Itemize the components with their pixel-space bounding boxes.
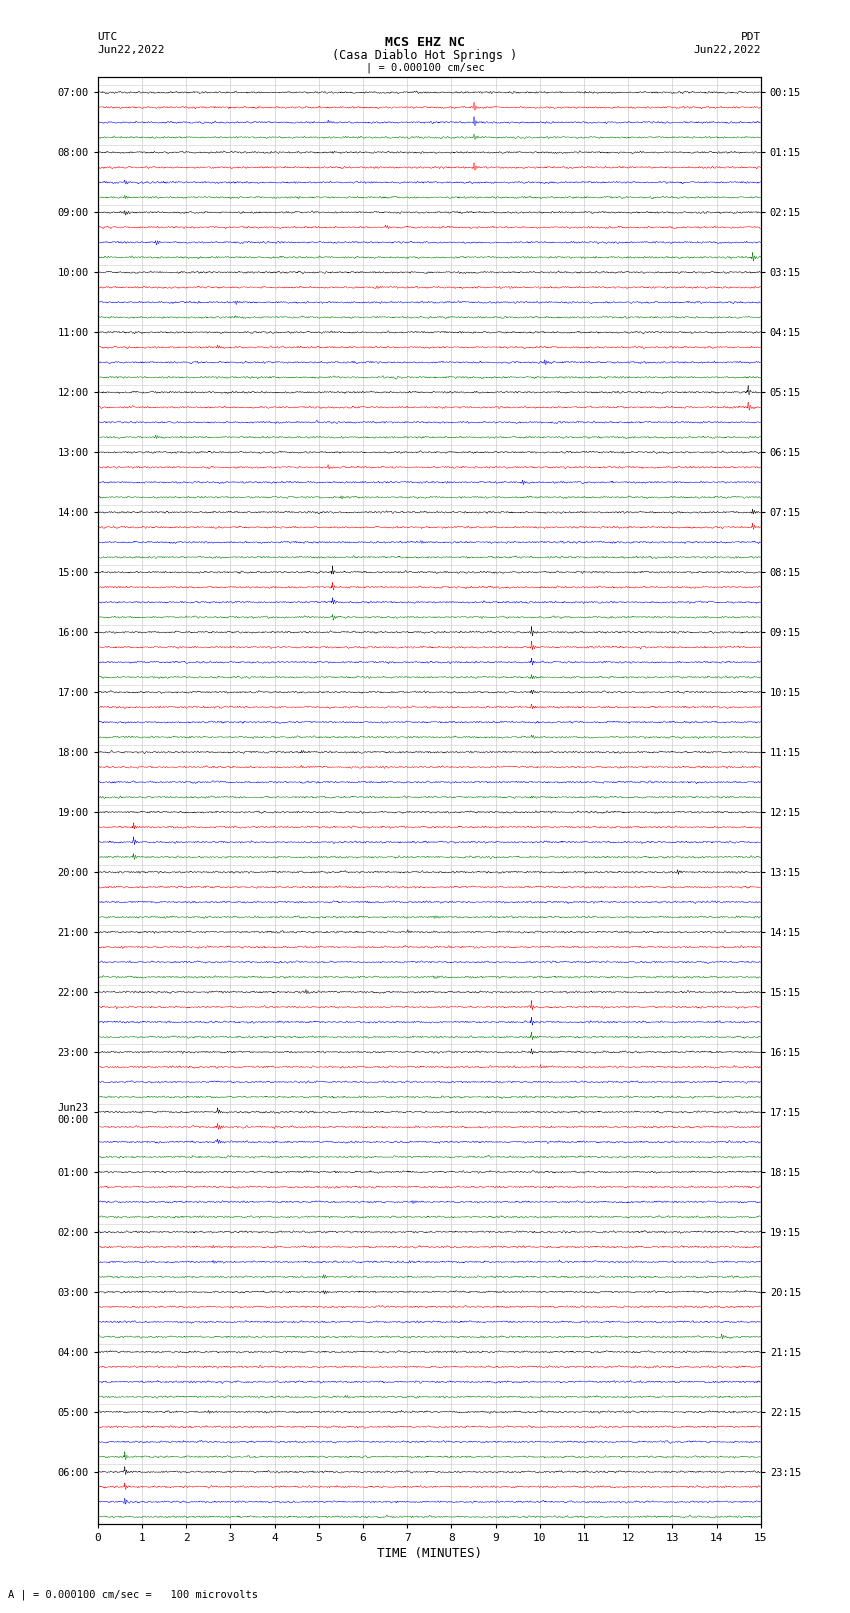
Text: | = 0.000100 cm/sec: | = 0.000100 cm/sec — [366, 63, 484, 73]
Text: MCS EHZ NC: MCS EHZ NC — [385, 37, 465, 50]
Text: UTC: UTC — [98, 32, 118, 42]
Text: Jun22,2022: Jun22,2022 — [98, 45, 165, 55]
Text: PDT: PDT — [740, 32, 761, 42]
Text: A | = 0.000100 cm/sec =   100 microvolts: A | = 0.000100 cm/sec = 100 microvolts — [8, 1589, 258, 1600]
Text: (Casa Diablo Hot Springs ): (Casa Diablo Hot Springs ) — [332, 50, 518, 63]
Text: Jun22,2022: Jun22,2022 — [694, 45, 761, 55]
X-axis label: TIME (MINUTES): TIME (MINUTES) — [377, 1547, 482, 1560]
